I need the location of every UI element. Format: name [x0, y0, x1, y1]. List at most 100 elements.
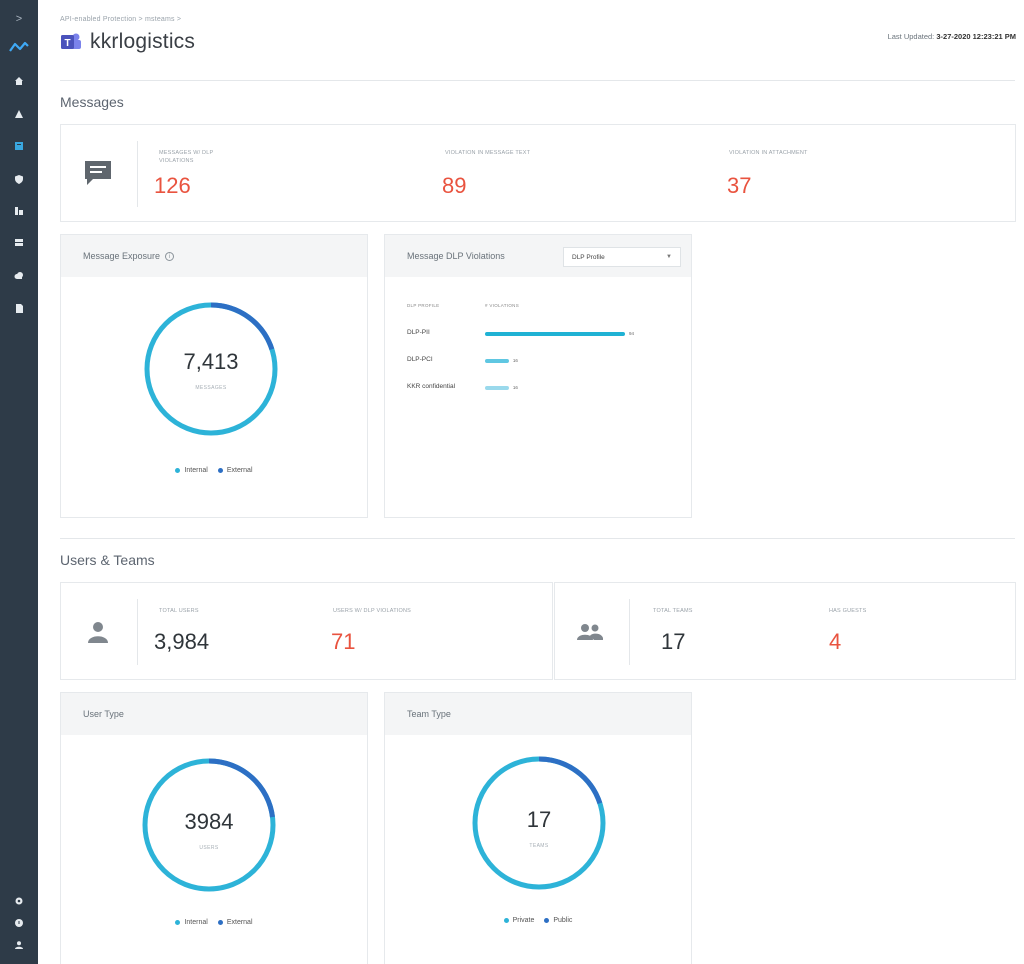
stat-label: VIOLATION IN ATTACHMENT: [729, 150, 808, 156]
user-icon[interactable]: [0, 934, 38, 956]
page-title: kkrlogistics: [90, 30, 196, 53]
donut-total: 7,413: [183, 349, 239, 374]
group-icon: [577, 623, 605, 646]
message-dlp-violations-card: Message DLP Violations DLP Profile ▼ DLP…: [384, 234, 692, 518]
shield-icon[interactable]: [0, 168, 38, 190]
legend-item[interactable]: External: [217, 919, 253, 926]
user-type-card: User Type 3984 USERS Internal External: [60, 692, 368, 964]
legend-label: External: [226, 919, 253, 926]
donut-total: 17: [526, 807, 552, 832]
team-type-donut: 17 TEAMS: [471, 755, 607, 891]
header-divider: [60, 80, 1015, 81]
legend-label: Private: [512, 917, 535, 924]
summary-divider: [137, 599, 138, 665]
legend-item[interactable]: Private: [503, 917, 535, 924]
bar-dlp-pci[interactable]: [485, 359, 509, 363]
messages-summary-card: MESSAGES W/ DLP VIOLATIONS 126 VIOLATION…: [60, 124, 1016, 222]
stat-value[interactable]: 3,984: [154, 629, 210, 654]
stat-label: USERS W/ DLP VIOLATIONS: [333, 608, 412, 614]
main-content: API-enabled Protection > msteams > T kkr…: [38, 0, 1024, 964]
stat-value[interactable]: 89: [442, 173, 467, 198]
card-header: Team Type: [385, 693, 691, 735]
stat-value[interactable]: 4: [829, 629, 842, 654]
last-updated-label: Last Updated:: [887, 32, 935, 41]
dlp-profile-select[interactable]: DLP Profile ▼: [563, 247, 681, 267]
settings-icon[interactable]: [0, 890, 38, 912]
home-icon[interactable]: [0, 70, 38, 92]
stat-value[interactable]: 126: [154, 173, 191, 198]
stat-value[interactable]: 71: [331, 629, 356, 654]
card-header: Message Exposure i: [61, 235, 367, 277]
breadcrumb[interactable]: API-enabled Protection > msteams >: [60, 16, 182, 23]
team-type-card: Team Type 17 TEAMS Private Public: [384, 692, 692, 964]
bar-label: DLP-PCI: [407, 356, 433, 363]
legend-item[interactable]: External: [217, 467, 253, 474]
donut-unit: USERS: [199, 845, 219, 851]
file-icon[interactable]: [0, 297, 38, 319]
dashboard-icon[interactable]: [0, 135, 38, 157]
last-updated: Last Updated: 3-27-2020 12:23:21 PM: [888, 32, 1016, 41]
chevron-down-icon: ▼: [666, 254, 672, 260]
summary-divider: [137, 141, 138, 207]
info-icon[interactable]: i: [165, 251, 175, 261]
users-teams-section-title: Users & Teams: [60, 552, 155, 568]
help-icon[interactable]: [0, 912, 38, 934]
legend-label: Internal: [184, 467, 208, 474]
legend-label: External: [226, 467, 253, 474]
bar-label: DLP-PII: [407, 329, 430, 336]
donut-legend: Private Public: [385, 917, 691, 924]
message-exposure-card: Message Exposure i 7,413 MESSAGES Intern…: [60, 234, 368, 518]
donut-legend: Internal External: [61, 919, 367, 926]
server-icon[interactable]: [0, 232, 38, 254]
teams-logo-icon: T: [60, 31, 82, 53]
user-type-donut: 3984 USERS: [141, 757, 277, 893]
card-title: User Type: [83, 709, 124, 719]
column-header: # VIOLATIONS: [485, 303, 520, 308]
expand-sidebar-icon[interactable]: >: [15, 13, 23, 25]
card-title: Team Type: [407, 709, 451, 719]
svg-text:T: T: [64, 38, 70, 49]
stat-value[interactable]: 17: [661, 629, 686, 654]
donut-external-arc: [144, 302, 278, 436]
stat-label: MESSAGES W/ DLP VIOLATIONS: [159, 150, 214, 164]
legend-item[interactable]: Public: [544, 917, 572, 924]
bar-kkr-confidential[interactable]: [485, 386, 509, 390]
legend-item[interactable]: Internal: [175, 467, 208, 474]
bar-dlp-pii[interactable]: [485, 332, 625, 336]
alert-icon[interactable]: [0, 103, 38, 125]
donut-external-arc: [142, 758, 276, 892]
chat-icon: [83, 159, 113, 192]
stat-label: HAS GUESTS: [829, 608, 867, 614]
teams-summary-card: TOTAL TEAMS 17 HAS GUESTS 4: [554, 582, 1016, 680]
logo-icon[interactable]: [0, 36, 38, 58]
users-summary-card: TOTAL USERS 3,984 USERS W/ DLP VIOLATION…: [60, 582, 553, 680]
legend-label: Public: [553, 917, 573, 924]
stat-value[interactable]: 37: [727, 173, 752, 198]
stat-label: VIOLATION IN MESSAGE TEXT: [445, 150, 531, 156]
summary-divider: [629, 599, 630, 665]
title-row: T kkrlogistics: [60, 30, 195, 54]
card-header: User Type: [61, 693, 367, 735]
bar-value: 16: [512, 385, 518, 390]
select-value: DLP Profile: [572, 253, 605, 261]
bar-label: KKR confidential: [407, 383, 456, 390]
sidebar: >: [0, 0, 38, 964]
policy-icon[interactable]: [0, 200, 38, 222]
donut-legend: Internal External: [61, 467, 367, 474]
column-header: DLP PROFILE: [407, 303, 440, 308]
bar-value: 16: [512, 358, 518, 363]
section-divider: [60, 538, 1015, 539]
stat-label: TOTAL USERS: [159, 608, 199, 614]
legend-label: Internal: [184, 919, 208, 926]
cloud-icon[interactable]: [0, 264, 38, 286]
last-updated-value: 3-27-2020 12:23:21 PM: [936, 32, 1016, 41]
card-title: Message DLP Violations: [407, 251, 505, 261]
bar-value: 94: [629, 331, 635, 336]
donut-unit: MESSAGES: [195, 385, 227, 391]
person-icon: [87, 621, 109, 648]
stat-label: TOTAL TEAMS: [653, 608, 693, 614]
legend-item[interactable]: Internal: [175, 919, 208, 926]
donut-unit: TEAMS: [529, 843, 549, 849]
message-exposure-donut: 7,413 MESSAGES: [143, 301, 279, 437]
messages-section-title: Messages: [60, 94, 124, 110]
